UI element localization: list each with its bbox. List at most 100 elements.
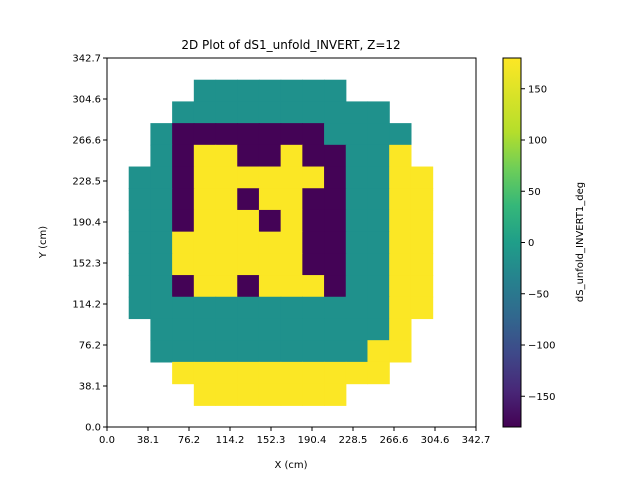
x-tick-label: 76.2: [178, 435, 200, 446]
heatmap-cell: [237, 318, 260, 341]
heatmap-cell: [193, 166, 217, 189]
heatmap-cell: [324, 318, 347, 341]
heatmap-cell: [172, 101, 195, 124]
heatmap-cell: [172, 123, 195, 146]
colorbar-tick-label: −150: [528, 392, 555, 403]
heatmap-cell: [367, 275, 390, 298]
heatmap-cell: [324, 188, 347, 211]
heatmap-cell: [172, 166, 195, 189]
colorbar-tick-label: 50: [528, 187, 541, 198]
heatmap-cell: [193, 101, 217, 124]
heatmap-cell: [345, 188, 369, 211]
heatmap-cell: [193, 188, 217, 211]
heatmap-cell: [280, 296, 303, 320]
heatmap-cell: [237, 275, 260, 298]
heatmap-cell: [172, 296, 195, 320]
heatmap-cell: [172, 209, 195, 233]
heatmap-cell: [389, 144, 412, 168]
heatmap-cell: [193, 79, 217, 103]
heatmap-cell: [237, 79, 260, 103]
heatmap-cell: [280, 340, 303, 363]
heatmap-cell: [280, 231, 303, 254]
heatmap-cell: [128, 296, 152, 320]
heatmap-cell: [150, 123, 173, 146]
heatmap-cell: [345, 318, 369, 341]
heatmap-cell: [150, 340, 173, 363]
heatmap-cell: [280, 166, 303, 189]
heatmap-cell: [324, 296, 347, 320]
heatmap-cell: [389, 166, 412, 189]
heatmap-cell: [302, 296, 325, 320]
heatmap-cell: [193, 144, 217, 168]
heatmap-cell: [193, 318, 217, 341]
heatmap-cell: [302, 79, 325, 103]
x-tick-label: 38.1: [137, 435, 159, 446]
heatmap-cell: [150, 209, 173, 233]
heatmap-cell: [345, 253, 369, 276]
heatmap-cell: [128, 275, 152, 298]
heatmap-cell: [172, 253, 195, 276]
heatmap-cell: [128, 188, 152, 211]
heatmap-cell: [258, 253, 282, 276]
heatmap-cell: [237, 166, 260, 189]
heatmap-cell: [172, 231, 195, 254]
heatmap-cell: [324, 144, 347, 168]
heatmap-cell: [302, 361, 325, 385]
y-axis-label: Y (cm): [38, 226, 49, 259]
heatmap-cell: [324, 231, 347, 254]
heatmap-cell: [367, 296, 390, 320]
x-tick-label: 228.5: [339, 435, 368, 446]
heatmap-cell: [410, 275, 434, 298]
heatmap-cell: [345, 275, 369, 298]
heatmap-cell: [215, 79, 238, 103]
heatmap-cell: [302, 318, 325, 341]
heatmap-cell: [410, 166, 434, 189]
heatmap-cell: [324, 166, 347, 189]
heatmap-cell: [237, 296, 260, 320]
heatmap-cell: [345, 166, 369, 189]
heatmap-cell: [367, 166, 390, 189]
x-tick-label: 0.0: [99, 435, 115, 446]
heatmap-cell: [410, 188, 434, 211]
heatmap-cell: [302, 123, 325, 146]
heatmap-cell: [258, 101, 282, 124]
heatmap-cell: [302, 188, 325, 211]
heatmap-cell: [150, 318, 173, 341]
colorbar-tick-label: 0: [528, 238, 534, 249]
colorbar-ticks: 150 100 50 0 −50 −100 −150: [521, 84, 555, 403]
heatmap-cell: [172, 318, 195, 341]
colorbar-label: dS_unfold_INVERT1_deg: [575, 182, 586, 302]
heatmap-cell: [258, 340, 282, 363]
heatmap-cell: [280, 318, 303, 341]
heatmap-cell: [367, 340, 390, 363]
heatmap-cell: [367, 209, 390, 233]
heatmap-cell: [302, 275, 325, 298]
heatmap-cell: [280, 361, 303, 385]
heatmap-cell: [128, 253, 152, 276]
heatmap-cell: [324, 253, 347, 276]
heatmap-cell: [280, 275, 303, 298]
heatmap-cell: [389, 275, 412, 298]
heatmap-cell: [389, 253, 412, 276]
heatmap-cell: [367, 188, 390, 211]
heatmap-cell: [345, 361, 369, 385]
x-tick-label: 342.7: [462, 435, 491, 446]
y-tick-label: 190.4: [72, 218, 101, 229]
heatmap-cell: [302, 166, 325, 189]
heatmap-cell: [193, 209, 217, 233]
heatmap-cell: [193, 383, 217, 406]
heatmap-cell: [193, 296, 217, 320]
heatmap-cell: [345, 209, 369, 233]
colorbar-tick-label: 150: [528, 84, 547, 95]
y-tick-label: 114.2: [72, 300, 101, 311]
heatmap-cell: [302, 144, 325, 168]
y-tick-label: 228.5: [72, 177, 101, 188]
heatmap-cell: [172, 275, 195, 298]
heatmap-cell: [389, 340, 412, 363]
heatmap-cell: [345, 231, 369, 254]
heatmap-cell: [150, 296, 173, 320]
heatmap-cell: [215, 275, 238, 298]
heatmap-cell: [150, 144, 173, 168]
heatmap-cell: [237, 253, 260, 276]
